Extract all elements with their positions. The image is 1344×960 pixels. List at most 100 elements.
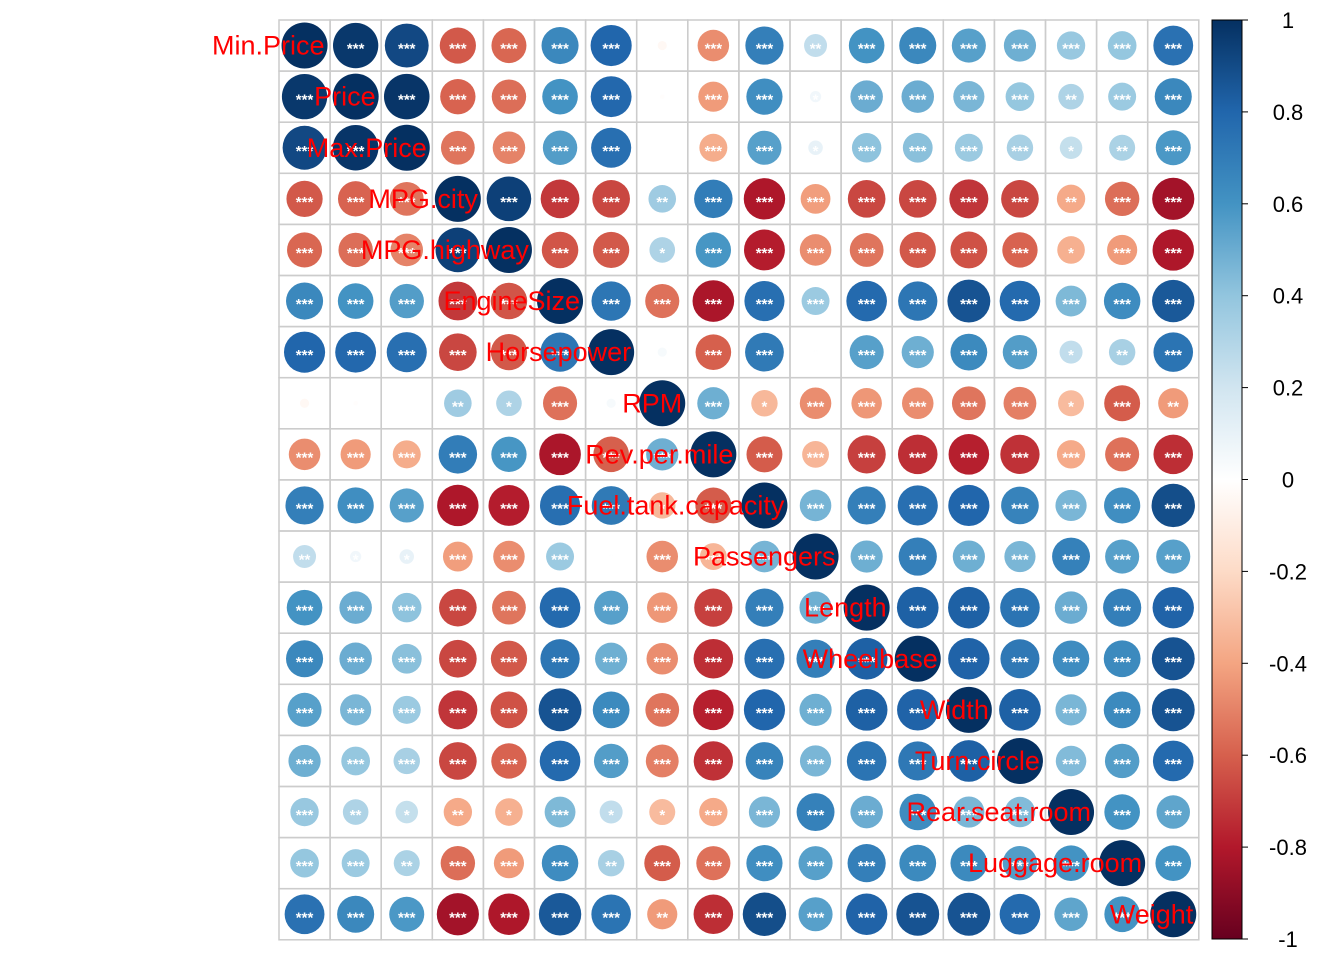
correlation-circle (491, 743, 527, 779)
significance-stars: *** (1062, 41, 1080, 58)
correlation-circle (491, 436, 527, 473)
significance-stars: * (1068, 143, 1074, 160)
correlation-circle (438, 690, 478, 730)
correlation-circle (340, 439, 371, 470)
correlation-circle (999, 893, 1041, 935)
correlation-circle (593, 436, 629, 473)
significance-stars: *** (1011, 194, 1029, 211)
significance-stars: *** (858, 807, 876, 824)
correlation-circle (1002, 845, 1038, 881)
correlation-circle (744, 280, 785, 322)
significance-stars: *** (807, 500, 825, 517)
correlation-circle (899, 27, 937, 65)
variable-label: MPG.highway (361, 235, 530, 265)
correlation-circle (592, 180, 630, 218)
correlation-circle (1099, 840, 1146, 887)
significance-stars: *** (705, 909, 723, 926)
colorbar-tick-label: 0 (1282, 468, 1294, 493)
correlation-circle (1103, 691, 1141, 729)
correlation-circle (546, 542, 575, 571)
correlation-circle (281, 73, 328, 120)
correlation-circle (802, 440, 829, 468)
correlation-circle (1153, 332, 1194, 372)
correlation-circle (488, 485, 530, 526)
significance-stars: * (659, 807, 665, 824)
significance-stars: *** (500, 449, 518, 466)
correlation-circle (439, 588, 477, 627)
correlation-circle (290, 797, 319, 827)
significance-stars: *** (551, 654, 569, 671)
correlation-circle (950, 231, 988, 269)
significance-stars: *** (705, 296, 723, 313)
significance-stars: *** (602, 194, 620, 211)
colorbar-tick-label: -0.2 (1269, 559, 1307, 584)
correlation-circle (845, 689, 888, 731)
significance-stars: *** (449, 296, 467, 313)
correlation-circle (608, 554, 614, 559)
correlation-circle (999, 689, 1041, 731)
significance-stars: *** (1011, 449, 1029, 466)
colorbar-tick-label: 0.8 (1273, 100, 1304, 125)
significance-stars: *** (449, 245, 467, 262)
correlation-circle (646, 438, 679, 471)
correlation-circle (537, 278, 584, 325)
correlation-circle (437, 484, 479, 527)
correlation-circle (287, 232, 323, 268)
colorbar-tick-label: 0.4 (1273, 284, 1304, 309)
significance-stars: *** (602, 654, 620, 671)
significance-stars: *** (909, 705, 927, 722)
correlation-circle (1055, 489, 1087, 522)
significance-stars: *** (1062, 552, 1080, 569)
significance-stars: *** (347, 245, 365, 262)
correlation-circle (692, 280, 735, 322)
significance-stars: *** (909, 756, 927, 773)
significance-stars: *** (858, 756, 876, 773)
significance-stars: *** (347, 41, 365, 58)
correlation-circle (337, 283, 374, 319)
correlation-circle (741, 482, 788, 529)
correlation-circle (697, 29, 730, 62)
significance-stars: *** (960, 807, 978, 824)
significance-stars: *** (449, 347, 467, 364)
correlation-circle (595, 642, 628, 675)
significance-stars: *** (960, 41, 978, 58)
significance-stars: ** (656, 194, 668, 211)
correlation-circle (288, 438, 321, 471)
correlation-circle (954, 133, 983, 162)
correlation-circle (849, 335, 884, 370)
significance-stars: *** (1011, 41, 1029, 58)
correlation-circle (1001, 486, 1039, 525)
correlation-circle (490, 691, 528, 729)
correlation-circle (896, 892, 940, 936)
significance-stars: *** (858, 296, 876, 313)
significance-stars: *** (1113, 449, 1131, 466)
correlation-circle (490, 334, 528, 371)
variable-label: Max.Price (307, 133, 427, 163)
significance-stars: *** (398, 347, 416, 364)
correlation-circle (335, 331, 377, 373)
significance-stars: *** (909, 603, 927, 620)
significance-stars: *** (960, 756, 978, 773)
significance-stars: *** (296, 143, 314, 160)
significance-stars: * (659, 500, 665, 517)
significance-stars: * (813, 143, 819, 160)
correlation-circle (1155, 130, 1191, 166)
correlation-circle (1004, 796, 1036, 828)
significance-stars: *** (1164, 756, 1182, 773)
correlation-circle (649, 492, 676, 519)
significance-stars: *** (1164, 552, 1182, 569)
significance-stars: ** (401, 858, 413, 875)
significance-stars: *** (756, 603, 774, 620)
correlation-circle (490, 282, 528, 320)
correlation-circle (1156, 795, 1190, 829)
correlation-circle (850, 80, 883, 113)
correlation-circle (485, 226, 532, 273)
significance-stars: *** (756, 245, 774, 262)
significance-stars: *** (347, 347, 365, 364)
correlation-circle (693, 894, 734, 935)
significance-stars: *** (1113, 500, 1131, 517)
correlation-circle (639, 380, 686, 427)
correlation-circle (290, 848, 319, 878)
correlation-circle (1104, 743, 1140, 779)
significance-stars: *** (705, 807, 723, 824)
